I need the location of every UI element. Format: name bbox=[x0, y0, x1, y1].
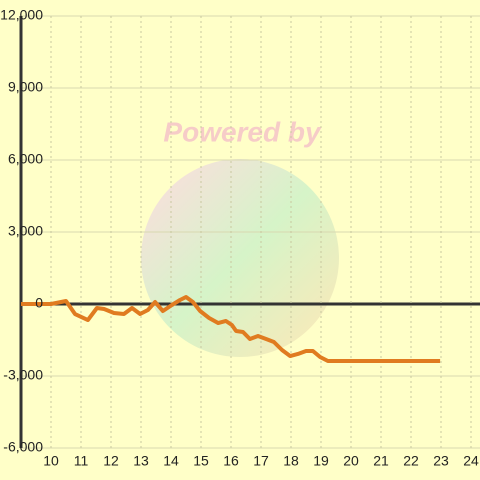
x-tick-label: 24 bbox=[463, 453, 479, 469]
series-line bbox=[21, 294, 441, 363]
x-tick-label: 19 bbox=[313, 453, 329, 469]
x-tick-label: 18 bbox=[283, 453, 299, 469]
x-tick-label: 10 bbox=[43, 453, 59, 469]
x-tick-label: 13 bbox=[133, 453, 149, 469]
x-tick-label: 20 bbox=[343, 453, 359, 469]
x-tick-label: 11 bbox=[74, 453, 89, 469]
y-tick-label: -6,000 bbox=[3, 439, 43, 455]
y-tick-label: 3,000 bbox=[8, 223, 43, 239]
watermark: Powered by bbox=[163, 116, 322, 147]
x-tick-label: 16 bbox=[223, 453, 239, 469]
x-tick-label: 14 bbox=[163, 453, 179, 469]
x-tick-label: 21 bbox=[373, 453, 389, 469]
watermark-logo bbox=[141, 159, 339, 357]
x-tick-label: 12 bbox=[103, 453, 119, 469]
y-tick-label: 0 bbox=[35, 295, 43, 311]
x-tick-label: 15 bbox=[193, 453, 209, 469]
y-tick-label: 12,000 bbox=[0, 7, 43, 23]
x-tick-label: 22 bbox=[403, 453, 419, 469]
y-tick-label: 9,000 bbox=[8, 79, 43, 95]
x-tick-label: 23 bbox=[433, 453, 449, 469]
y-tick-label: -3,000 bbox=[3, 367, 43, 383]
y-tick-label: 6,000 bbox=[8, 151, 43, 167]
x-tick-label: 17 bbox=[253, 453, 269, 469]
